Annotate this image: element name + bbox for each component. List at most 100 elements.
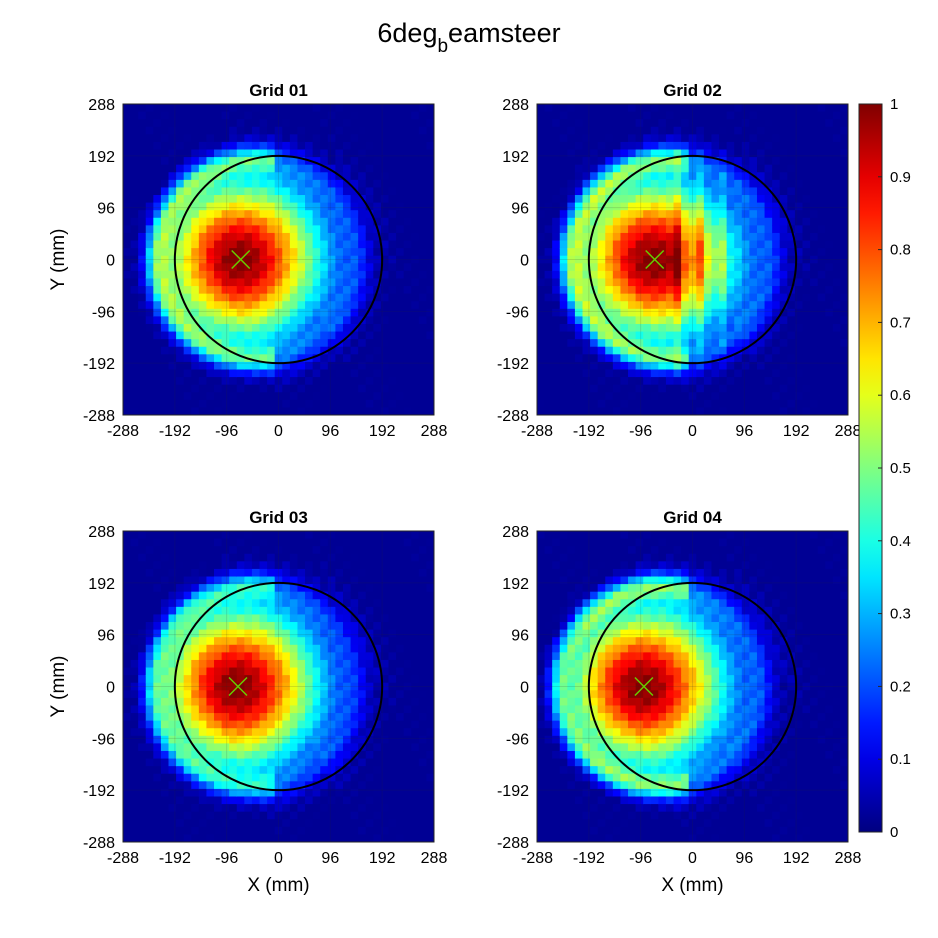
heatmap-cell — [320, 331, 329, 340]
heatmap-cell — [396, 248, 405, 257]
heatmap-cell — [236, 576, 245, 585]
heatmap-cell — [643, 369, 652, 378]
heatmap-cell — [403, 399, 412, 409]
heatmap-cell — [741, 119, 750, 128]
heatmap-cell — [206, 690, 215, 699]
heatmap-cell — [229, 157, 238, 166]
x-tick-label: 0 — [274, 423, 283, 440]
heatmap-cell — [350, 384, 359, 393]
heatmap-cell — [574, 157, 584, 166]
heatmap-cell — [259, 796, 268, 805]
heatmap-cell — [749, 331, 758, 340]
heatmap-cell — [153, 743, 162, 752]
subplot-1: Grid 01-288 -192 -96 0 96 192 288-288-192-9609… — [48, 81, 447, 440]
heatmap-cell — [221, 804, 230, 813]
heatmap-cell — [388, 232, 397, 242]
heatmap-cell — [418, 293, 428, 302]
heatmap-cell — [426, 316, 434, 325]
heatmap-cell — [764, 301, 773, 310]
heatmap-cell — [388, 323, 397, 333]
heatmap-cell — [749, 195, 758, 204]
heatmap-cell — [756, 346, 766, 355]
heatmap-cell — [559, 126, 568, 135]
heatmap-cell — [145, 232, 154, 242]
heatmap-cell — [123, 187, 132, 196]
heatmap-cell — [259, 179, 268, 189]
heatmap-cell — [403, 568, 412, 578]
heatmap-cell — [221, 622, 230, 631]
heatmap-cell — [673, 111, 682, 120]
heatmap-cell — [145, 384, 154, 393]
heatmap-cell — [426, 377, 434, 386]
heatmap-cell — [711, 157, 720, 166]
heatmap-cell — [605, 384, 614, 393]
heatmap-cell — [206, 788, 215, 798]
heatmap-cell — [274, 187, 283, 196]
heatmap-cell — [817, 361, 826, 371]
heatmap-cell — [650, 104, 659, 113]
heatmap-cell — [388, 796, 397, 805]
heatmap-cell — [688, 361, 697, 371]
heatmap-cell — [153, 705, 162, 714]
heatmap-cell — [358, 531, 367, 540]
heatmap-cell — [176, 697, 185, 707]
heatmap-cell — [597, 240, 606, 249]
heatmap-cell — [153, 399, 162, 409]
heatmap-cell — [605, 308, 614, 317]
heatmap-cell — [840, 149, 848, 158]
heatmap-cell — [305, 323, 314, 333]
heatmap-cell — [289, 384, 299, 393]
heatmap-cell — [320, 240, 329, 249]
figure-title: 6degbeamsteer — [377, 18, 560, 57]
heatmap-cell — [214, 659, 223, 669]
heatmap-cell — [802, 407, 811, 415]
heatmap-cell — [794, 157, 804, 166]
heatmap-cell — [335, 614, 344, 623]
heatmap-cell — [688, 240, 697, 249]
heatmap-cell — [810, 384, 819, 393]
heatmap-cell — [620, 361, 629, 371]
heatmap-cell — [703, 339, 713, 348]
heatmap-cell — [236, 713, 245, 722]
heatmap-cell — [251, 141, 261, 151]
heatmap-cell — [779, 308, 788, 317]
heatmap-cell — [628, 346, 637, 355]
heatmap-cell — [658, 407, 667, 415]
heatmap-cell — [802, 308, 811, 317]
heatmap-cell — [696, 339, 705, 348]
heatmap-cell — [418, 217, 428, 226]
heatmap-cell — [198, 584, 208, 593]
heatmap-cell — [544, 164, 553, 173]
heatmap-cell — [168, 225, 177, 234]
heatmap-cell — [153, 217, 162, 226]
heatmap-cell — [810, 331, 819, 340]
heatmap-cell — [320, 255, 329, 264]
heatmap-cell — [373, 637, 382, 646]
heatmap-cell — [183, 531, 192, 540]
heatmap-cell — [840, 210, 848, 219]
heatmap-cell — [537, 339, 546, 348]
heatmap-cell — [650, 278, 659, 287]
heatmap-cell — [198, 682, 208, 691]
heatmap-cell — [183, 384, 192, 393]
heatmap-cell — [688, 232, 697, 242]
heatmap-cell — [267, 263, 276, 272]
heatmap-cell — [650, 202, 659, 211]
heatmap-cell — [259, 766, 268, 775]
heatmap-cell — [267, 119, 276, 128]
heatmap-cell — [335, 187, 344, 196]
heatmap-cell — [426, 331, 434, 340]
heatmap-cell — [665, 392, 675, 401]
heatmap-cell — [696, 361, 705, 371]
heatmap-cell — [198, 606, 208, 616]
heatmap-cell — [373, 826, 382, 836]
heatmap-cell — [749, 157, 758, 166]
heatmap-cell — [327, 644, 336, 653]
heatmap-cell — [380, 157, 390, 166]
heatmap-cell — [734, 240, 743, 249]
heatmap-cell — [176, 561, 185, 570]
heatmap-cell — [574, 111, 584, 120]
heatmap-cell — [544, 392, 553, 401]
heatmap-cell — [198, 293, 208, 302]
heatmap-cell — [168, 134, 177, 143]
